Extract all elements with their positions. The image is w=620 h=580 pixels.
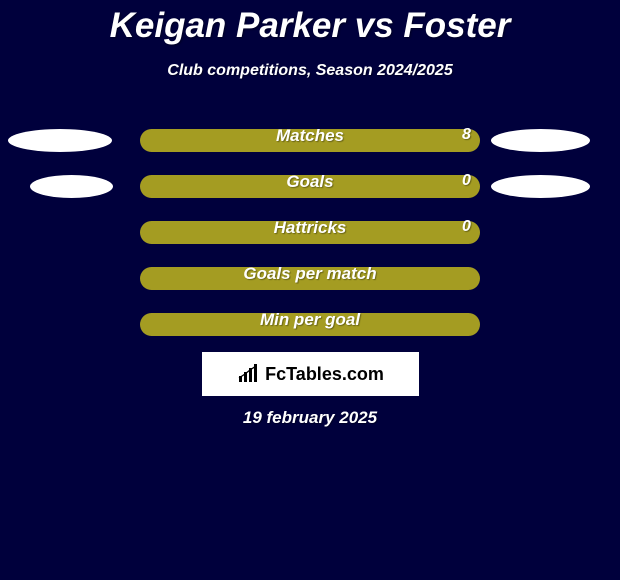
logo-text: FcTables.com [265,364,384,385]
page-subtitle: Club competitions, Season 2024/2025 [0,62,620,80]
stat-value-right: 8 [462,126,471,144]
stat-label: Goals per match [0,264,620,284]
stat-value-right: 0 [462,172,471,190]
comparison-canvas: Keigan Parker vs Foster Club competition… [0,0,620,580]
logo: FcTables.com [237,364,384,385]
logo-box[interactable]: FcTables.com [202,352,419,396]
stat-row-goals-per-match: Goals per match [0,264,620,296]
stat-label: Min per goal [0,310,620,330]
footer-date: 19 february 2025 [0,408,620,428]
stat-label: Goals [0,172,620,192]
stat-row-matches: Matches8 [0,126,620,158]
stat-row-hattricks: Hattricks0 [0,218,620,250]
stat-label: Matches [0,126,620,146]
page-title: Keigan Parker vs Foster [0,6,620,46]
stat-label: Hattricks [0,218,620,238]
stat-row-min-per-goal: Min per goal [0,310,620,342]
bars-icon [237,364,261,384]
stat-row-goals: Goals0 [0,172,620,204]
stat-value-right: 0 [462,218,471,236]
